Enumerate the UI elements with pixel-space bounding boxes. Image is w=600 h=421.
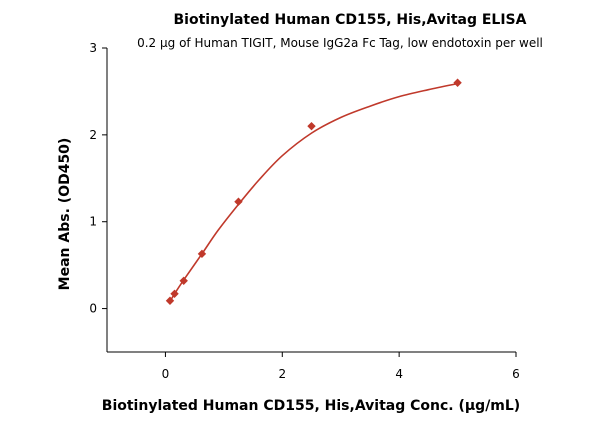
x-tick-label: 4 — [395, 367, 403, 381]
data-point — [453, 78, 462, 87]
plot-area: 0 2 4 6 0 1 2 3 — [89, 41, 519, 381]
data-point — [179, 276, 188, 285]
chart-subtitle: 0.2 μg of Human TIGIT, Mouse IgG2a Fc Ta… — [137, 36, 543, 50]
y-axis-title: Mean Abs. (OD450) — [57, 138, 73, 291]
y-tick-label: 1 — [89, 215, 97, 229]
x-tick-label: 2 — [278, 367, 286, 381]
fit-curve — [169, 82, 458, 303]
data-points — [165, 78, 462, 305]
x-tick-label: 6 — [512, 367, 520, 381]
x-axis-title: Biotinylated Human CD155, His,Avitag Con… — [102, 398, 520, 414]
data-point — [234, 197, 243, 206]
data-point — [197, 249, 207, 259]
chart-title: Biotinylated Human CD155, His,Avitag ELI… — [174, 12, 527, 28]
x-tick-label: 0 — [162, 367, 170, 381]
y-tick-label: 0 — [89, 302, 97, 316]
y-tick-label: 2 — [89, 128, 97, 142]
data-point — [307, 121, 316, 131]
axis-ticks: 0 2 4 6 0 1 2 3 — [89, 41, 519, 381]
y-tick-label: 3 — [89, 41, 97, 55]
data-point — [170, 289, 179, 299]
data-point — [165, 296, 175, 305]
